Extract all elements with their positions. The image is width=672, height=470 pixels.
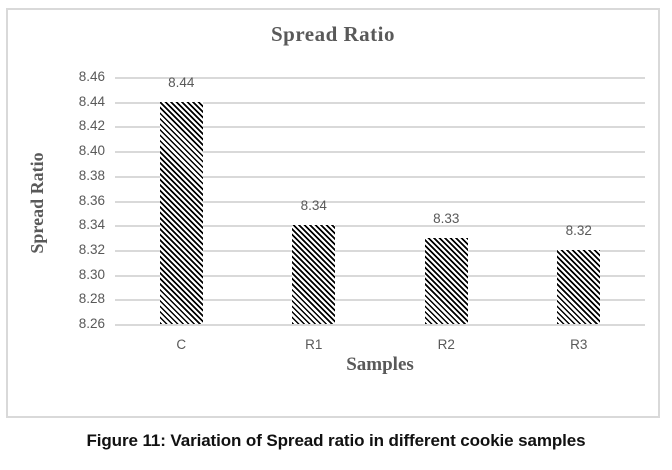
figure-caption: Figure 11: Variation of Spread ratio in …: [86, 431, 586, 450]
chart-title: Spread Ratio: [270, 22, 396, 46]
bar-value-label: 8.34: [300, 198, 327, 214]
chart-area: Spread Ratio Spread Ratio 8.46 8.44 8.42 8.…: [6, 8, 660, 418]
gridline: [115, 175, 645, 178]
bar-R3: [557, 249, 601, 324]
gridline: [115, 324, 645, 326]
gridline: [115, 200, 645, 203]
gridline: [115, 126, 645, 129]
bar-R2: [424, 237, 468, 324]
gridline: [115, 77, 645, 79]
gridline: [115, 249, 645, 252]
x-category-label: R2: [437, 337, 455, 352]
y-tick-label: 8.44: [78, 93, 105, 109]
gridline: [115, 101, 645, 104]
bar-R1: [292, 225, 336, 324]
bar-value-label: 8.44: [168, 74, 195, 90]
plot-area: 8.46 8.44 8.42 8.40 8.38 8.36 8.34 8.32 8.30 8.28…: [79, 69, 645, 352]
y-tick-label: 8.42: [78, 118, 105, 134]
bar-value-label: 8.32: [565, 222, 592, 238]
gridline: [115, 274, 645, 277]
y-tick-label: 8.32: [78, 241, 105, 257]
y-tick-label: 8.26: [78, 316, 105, 331]
bar-value-label: 8.33: [433, 210, 460, 226]
gridline: [115, 299, 645, 302]
y-tick-label: 8.28: [78, 291, 105, 307]
x-axis-title: Samples: [346, 354, 414, 375]
y-tick-label: 8.40: [78, 143, 105, 159]
x-category-label: R3: [570, 337, 588, 352]
y-tick-label: 8.36: [78, 192, 105, 208]
y-tick-label: 8.30: [78, 266, 105, 282]
x-category-label: R1: [305, 337, 323, 352]
y-tick-label: 8.38: [78, 167, 105, 183]
bar-C: [159, 101, 203, 324]
x-category-label: C: [176, 337, 187, 352]
gridline: [115, 151, 645, 154]
y-tick-label: 8.46: [78, 69, 105, 84]
gridline: [115, 225, 645, 228]
y-tick-label: 8.34: [78, 217, 105, 233]
